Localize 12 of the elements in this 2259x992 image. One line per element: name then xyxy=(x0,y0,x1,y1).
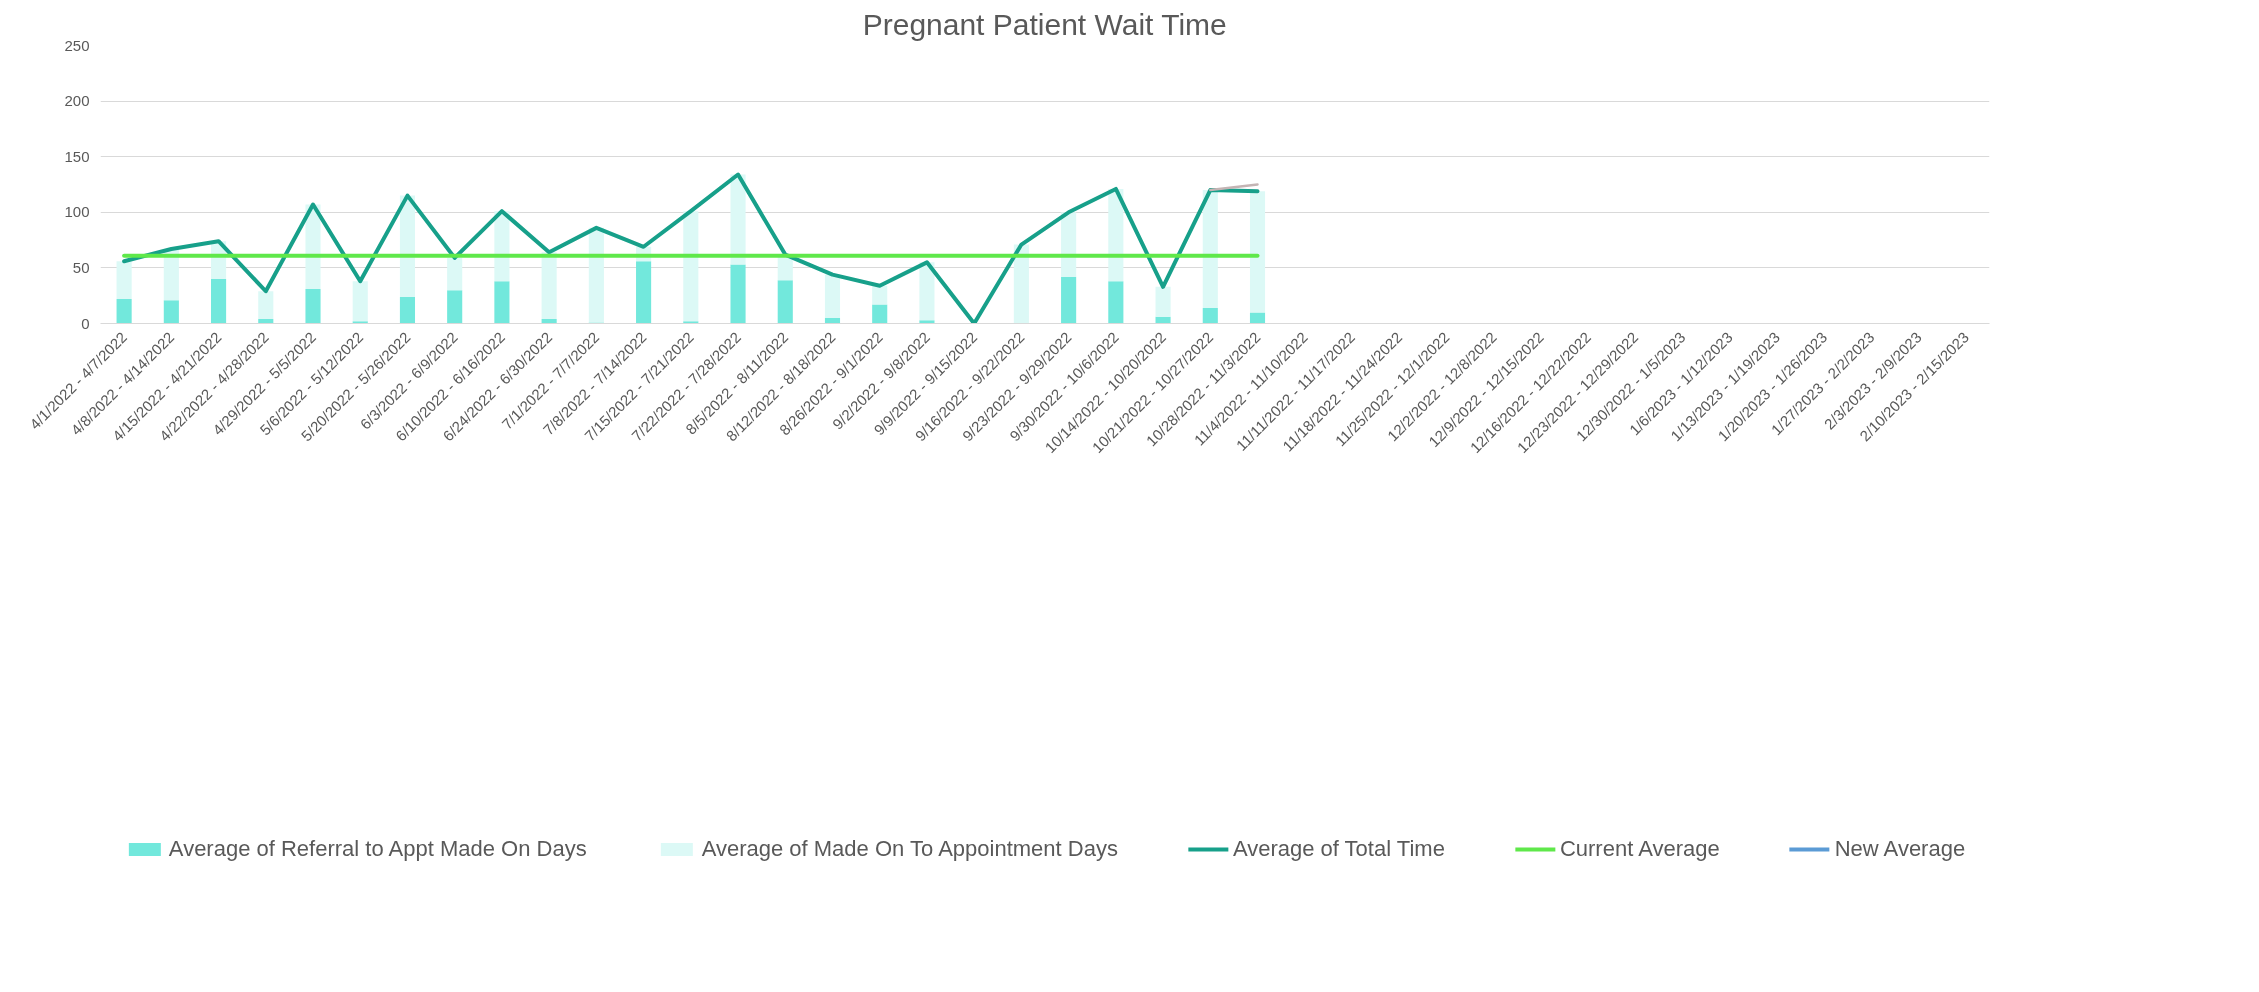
legend-label: Average of Total Time xyxy=(1232,835,1445,862)
y-tick-label: 0 xyxy=(81,314,90,332)
y-tick-label: 100 xyxy=(64,203,90,221)
legend-label: New Average xyxy=(1834,835,1966,862)
y-tick-label: 50 xyxy=(72,258,90,276)
legend-label: Average of Made On To Appointment Days xyxy=(701,835,1118,862)
legend-label: Current Average xyxy=(1559,835,1720,862)
y-tick-label: 200 xyxy=(64,92,90,110)
chart-title: Pregnant Patient Wait Time xyxy=(862,7,1227,41)
y-tick-label: 250 xyxy=(64,36,90,54)
legend-label: Average of Referral to Appt Made On Days xyxy=(168,835,587,862)
y-tick-label: 150 xyxy=(64,147,90,165)
